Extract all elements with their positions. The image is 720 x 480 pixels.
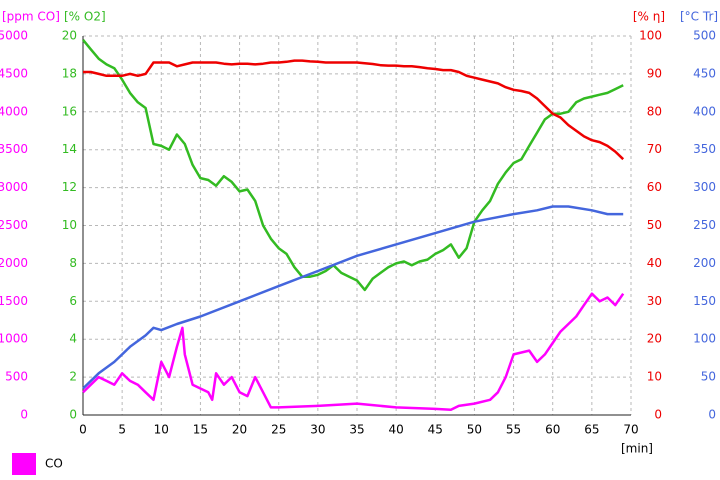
y-tick-label: 16 xyxy=(62,104,77,118)
y-tick-label: 100 xyxy=(693,332,716,346)
x-tick-label: 30 xyxy=(310,423,325,437)
x-tick-label: 45 xyxy=(428,423,443,437)
axis-title: [% η] xyxy=(633,10,665,24)
y-tick-label: 5000 xyxy=(0,29,28,43)
y-tick-label: 0 xyxy=(69,408,77,422)
y-tick-label: 0 xyxy=(654,408,662,422)
y-tick-label: 150 xyxy=(693,294,716,308)
y-tick-label: 4500 xyxy=(0,66,28,80)
x-tick-label: 35 xyxy=(349,423,364,437)
y-tick-label: 20 xyxy=(647,332,662,346)
y-tick-label: 60 xyxy=(647,180,662,194)
y-tick-label: 2500 xyxy=(0,218,28,232)
x-tick-label: 15 xyxy=(193,423,208,437)
x-tick-label: 10 xyxy=(154,423,169,437)
y-tick-label: 3500 xyxy=(0,142,28,156)
y-tick-label: 2 xyxy=(69,370,77,384)
y-tick-label: 500 xyxy=(693,29,716,43)
y-tick-label: 20 xyxy=(62,29,77,43)
x-axis-label: [min] xyxy=(621,442,653,456)
y-tick-label: 0 xyxy=(708,408,716,422)
y-tick-label: 12 xyxy=(62,180,77,194)
x-tick-label: 50 xyxy=(467,423,482,437)
y-tick-label: 70 xyxy=(647,142,662,156)
y-tick-label: 450 xyxy=(693,66,716,80)
y-tick-label: 0 xyxy=(20,408,28,422)
series-line xyxy=(82,205,624,390)
y-tick-label: 1000 xyxy=(0,332,28,346)
legend-label: CO xyxy=(45,457,63,471)
x-tick-label: 40 xyxy=(389,423,404,437)
axis-title: [ppm CO] xyxy=(2,10,60,24)
series-line xyxy=(82,39,624,292)
y-tick-label: 50 xyxy=(701,370,716,384)
y-tick-label: 200 xyxy=(693,256,716,270)
y-tick-label: 250 xyxy=(693,218,716,232)
y-tick-label: 40 xyxy=(647,256,662,270)
x-tick-label: 5 xyxy=(118,423,126,437)
y-tick-label: 8 xyxy=(69,256,77,270)
y-tick-label: 1500 xyxy=(0,294,28,308)
y-tick-label: 50 xyxy=(647,218,662,232)
axis-title: [°C Tr] xyxy=(680,10,718,24)
y-tick-label: 10 xyxy=(647,370,662,384)
y-tick-label: 3000 xyxy=(0,180,28,194)
y-tick-label: 100 xyxy=(639,29,662,43)
y-tick-label: 18 xyxy=(62,66,77,80)
y-tick-label: 350 xyxy=(693,142,716,156)
y-tick-label: 4 xyxy=(69,332,77,346)
y-tick-label: 6 xyxy=(69,294,77,308)
x-tick-label: 0 xyxy=(79,423,87,437)
x-tick-label: 60 xyxy=(545,423,560,437)
x-tick-label: 70 xyxy=(623,423,638,437)
legend-swatch xyxy=(12,453,36,475)
y-tick-label: 10 xyxy=(62,218,77,232)
series-line xyxy=(83,59,625,161)
axis-title: [% O2] xyxy=(64,10,106,24)
y-tick-label: 30 xyxy=(647,294,662,308)
x-tick-label: 55 xyxy=(506,423,521,437)
y-tick-label: 500 xyxy=(5,370,28,384)
y-tick-label: 400 xyxy=(693,104,716,118)
y-tick-label: 14 xyxy=(62,142,77,156)
series-line xyxy=(82,292,625,411)
x-tick-label: 20 xyxy=(232,423,247,437)
y-tick-label: 2000 xyxy=(0,256,28,270)
x-tick-label: 65 xyxy=(584,423,599,437)
y-tick-label: 80 xyxy=(647,104,662,118)
y-tick-label: 300 xyxy=(693,180,716,194)
y-tick-label: 90 xyxy=(647,66,662,80)
y-tick-label: 4000 xyxy=(0,104,28,118)
x-tick-label: 25 xyxy=(271,423,286,437)
